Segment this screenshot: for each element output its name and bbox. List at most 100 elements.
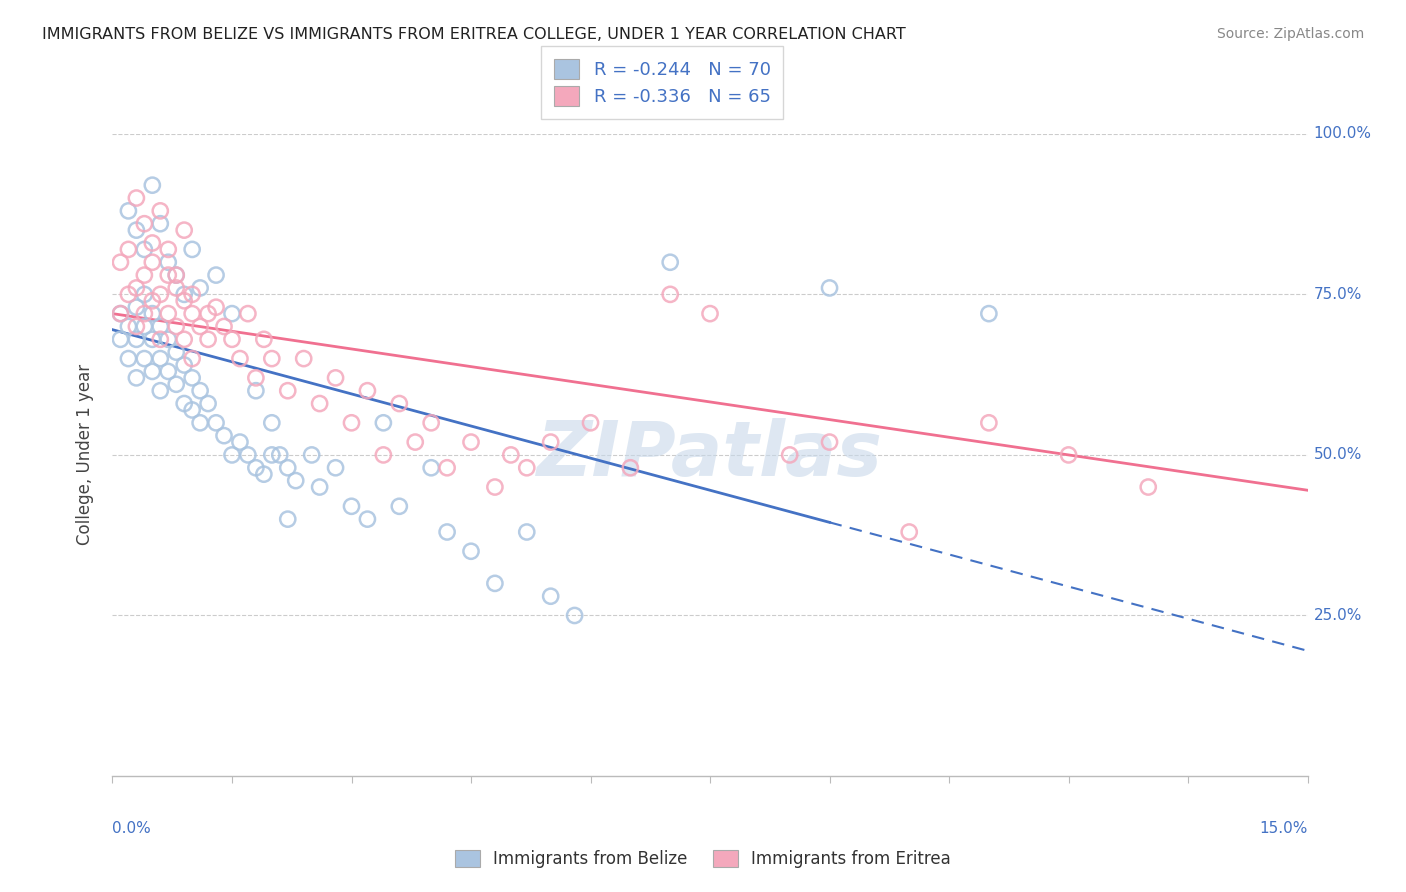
Point: [157, 307, 180, 321]
Point: [181, 243, 204, 257]
Text: IMMIGRANTS FROM BELIZE VS IMMIGRANTS FROM ERITREA COLLEGE, UNDER 1 YEAR CORRELAT: IMMIGRANTS FROM BELIZE VS IMMIGRANTS FRO…: [42, 27, 905, 42]
Point: [436, 460, 458, 475]
Point: [141, 178, 163, 193]
Point: [165, 377, 187, 392]
Point: [229, 351, 252, 366]
Point: [212, 319, 235, 334]
Point: [818, 281, 841, 295]
Text: ZIPatlas: ZIPatlas: [537, 418, 883, 491]
Point: [181, 287, 204, 301]
Point: [181, 307, 204, 321]
Point: [699, 307, 721, 321]
Point: [197, 332, 219, 346]
Point: [460, 544, 482, 558]
Point: [540, 435, 562, 450]
Text: 15.0%: 15.0%: [1260, 821, 1308, 836]
Legend: R = -0.244   N = 70, R = -0.336   N = 65: R = -0.244 N = 70, R = -0.336 N = 65: [541, 46, 783, 119]
Point: [277, 512, 299, 526]
Point: [165, 268, 187, 282]
Point: [110, 255, 132, 269]
Point: [134, 351, 156, 366]
Point: [436, 524, 458, 539]
Point: [181, 403, 204, 417]
Point: [188, 319, 211, 334]
Point: [134, 217, 156, 231]
Point: [388, 500, 411, 514]
Point: [149, 332, 172, 346]
Point: [134, 307, 156, 321]
Point: [141, 293, 163, 308]
Point: [221, 307, 243, 321]
Text: Source: ZipAtlas.com: Source: ZipAtlas.com: [1216, 27, 1364, 41]
Legend: Immigrants from Belize, Immigrants from Eritrea: Immigrants from Belize, Immigrants from …: [449, 843, 957, 875]
Point: [173, 396, 195, 410]
Point: [181, 351, 204, 366]
Point: [269, 448, 291, 462]
Point: [165, 319, 187, 334]
Point: [157, 255, 180, 269]
Point: [236, 307, 259, 321]
Point: [117, 319, 139, 334]
Point: [373, 448, 395, 462]
Point: [221, 448, 243, 462]
Point: [134, 287, 156, 301]
Point: [173, 332, 195, 346]
Point: [564, 608, 586, 623]
Point: [340, 416, 363, 430]
Point: [134, 243, 156, 257]
Point: [301, 448, 323, 462]
Point: [325, 371, 347, 385]
Point: [125, 223, 148, 237]
Y-axis label: College, Under 1 year: College, Under 1 year: [76, 364, 94, 546]
Point: [325, 460, 347, 475]
Point: [149, 203, 172, 218]
Text: 0.0%: 0.0%: [112, 821, 152, 836]
Point: [188, 281, 211, 295]
Point: [110, 307, 132, 321]
Point: [540, 589, 562, 603]
Point: [277, 460, 299, 475]
Point: [125, 371, 148, 385]
Point: [340, 500, 363, 514]
Point: [404, 435, 426, 450]
Point: [484, 576, 506, 591]
Point: [1057, 448, 1080, 462]
Point: [134, 268, 156, 282]
Point: [292, 351, 315, 366]
Text: 100.0%: 100.0%: [1313, 127, 1372, 141]
Point: [373, 416, 395, 430]
Point: [460, 435, 482, 450]
Point: [149, 319, 172, 334]
Point: [149, 287, 172, 301]
Point: [420, 460, 443, 475]
Point: [165, 281, 187, 295]
Text: 75.0%: 75.0%: [1313, 287, 1362, 301]
Point: [779, 448, 801, 462]
Point: [579, 416, 602, 430]
Point: [245, 384, 267, 398]
Point: [356, 384, 378, 398]
Point: [149, 217, 172, 231]
Point: [117, 351, 139, 366]
Point: [356, 512, 378, 526]
Point: [141, 255, 163, 269]
Point: [205, 268, 228, 282]
Point: [245, 460, 267, 475]
Point: [197, 307, 219, 321]
Point: [157, 364, 180, 378]
Point: [1137, 480, 1160, 494]
Point: [125, 319, 148, 334]
Point: [245, 371, 267, 385]
Point: [117, 203, 139, 218]
Point: [141, 364, 163, 378]
Point: [134, 319, 156, 334]
Point: [110, 307, 132, 321]
Point: [205, 416, 228, 430]
Point: [125, 191, 148, 205]
Text: 50.0%: 50.0%: [1313, 448, 1362, 462]
Point: [157, 243, 180, 257]
Text: 25.0%: 25.0%: [1313, 608, 1362, 623]
Point: [188, 384, 211, 398]
Point: [284, 474, 307, 488]
Point: [253, 332, 276, 346]
